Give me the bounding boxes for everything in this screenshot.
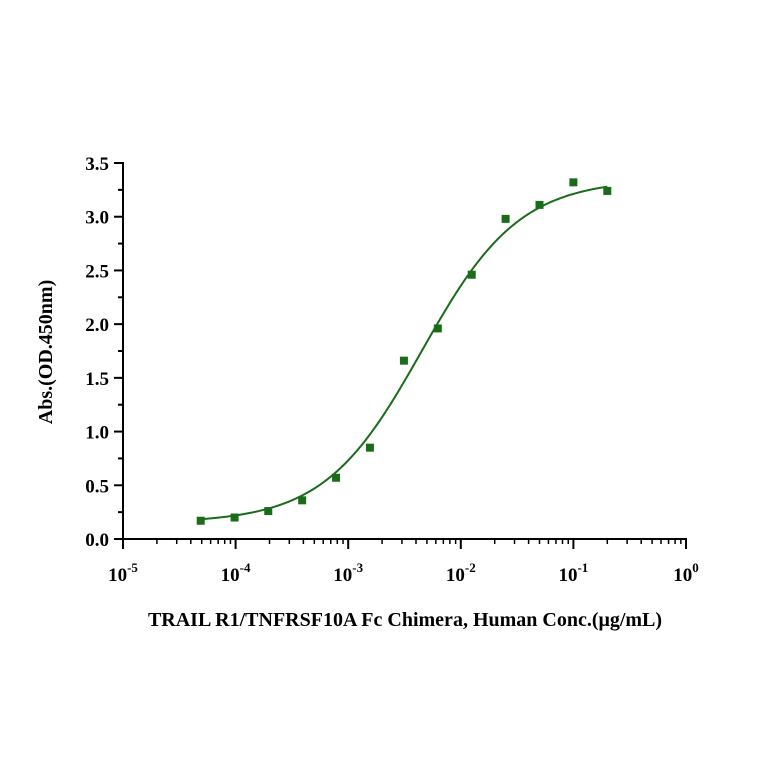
data-point (365, 443, 374, 452)
data-point (569, 178, 578, 187)
data-point (230, 513, 239, 522)
y-tick-label: 1.0 (85, 423, 109, 444)
y-axis-title: Abs.(OD.450nm) (35, 280, 57, 424)
x-tick-label: 10-1 (558, 560, 588, 586)
data-point (501, 214, 510, 223)
fit-curve (200, 185, 608, 521)
y-tick-label: 0.0 (85, 530, 109, 551)
x-tick-label: 10-2 (446, 560, 476, 586)
y-tick-label: 1.5 (85, 369, 109, 390)
data-point (264, 507, 273, 516)
y-tick-label: 3.0 (85, 208, 109, 229)
data-point (196, 516, 205, 525)
y-tick-label: 0.5 (85, 476, 109, 497)
data-point (535, 200, 544, 209)
y-axis: 0.0 0.5 1.0 1.5 2.0 2.5 3.0 3.5 (85, 154, 124, 551)
y-tick-label: 2.5 (85, 261, 109, 282)
y-tick-label: 3.5 (85, 154, 109, 175)
data-points (196, 178, 612, 525)
x-axis-title: TRAIL R1/TNFRSF10A Fc Chimera, Human Con… (148, 609, 662, 631)
x-axis: 10-5 10-4 10-3 10-2 10-1 100 (108, 538, 699, 586)
data-point (298, 496, 307, 505)
data-point (399, 356, 408, 365)
data-point (467, 270, 476, 279)
data-point (603, 186, 612, 195)
x-tick-label: 10-4 (221, 560, 251, 586)
x-tick-label: 100 (673, 560, 699, 586)
data-point (433, 324, 442, 333)
x-tick-label: 10-3 (333, 560, 363, 586)
y-tick-label: 2.0 (85, 315, 109, 336)
data-point (332, 473, 341, 482)
x-tick-label: 10-5 (108, 560, 138, 586)
